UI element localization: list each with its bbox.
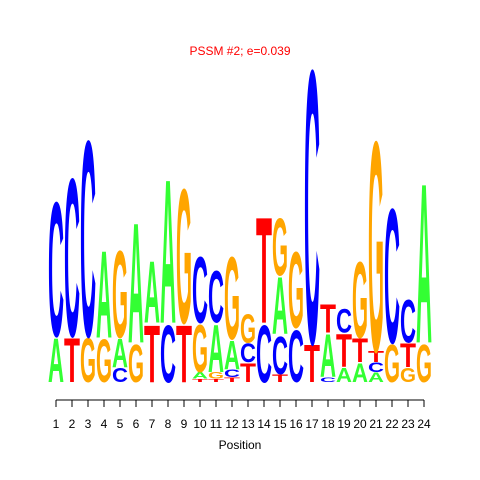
logo-letter: T <box>304 333 320 394</box>
logo-letter: A <box>368 370 384 385</box>
logo-letter: C <box>160 308 176 400</box>
x-tick-label: 12 <box>225 417 239 431</box>
logo-letter: G <box>272 201 288 293</box>
x-tick-label: 9 <box>181 417 188 431</box>
logo-letter: T <box>224 376 240 384</box>
x-tick-label: 21 <box>369 417 383 431</box>
logo-letter: G <box>416 333 432 394</box>
logo-letter: A <box>320 322 336 391</box>
logo-letter: A <box>336 365 352 387</box>
x-tick-label: 1 <box>53 417 60 431</box>
logo-letter: C <box>112 365 128 387</box>
logo-letter: G <box>112 224 128 364</box>
logo-letter: A <box>272 260 288 352</box>
logo-letter: C <box>384 168 400 383</box>
x-tick-label: 15 <box>273 417 287 431</box>
logo-letter: A <box>96 224 112 364</box>
x-axis-label: Position <box>219 438 262 452</box>
logo-letter: G <box>240 306 256 352</box>
logo-letter: A <box>352 358 368 389</box>
x-tick-label: 6 <box>133 417 140 431</box>
logo-letter: T <box>176 308 192 400</box>
logo-letter: A <box>208 311 224 387</box>
x-tick-label: 5 <box>117 417 124 431</box>
logo-letter: T <box>192 378 208 383</box>
logo-letter: A <box>48 325 64 395</box>
x-tick-label: 20 <box>353 417 367 431</box>
logo-letter: G <box>192 311 208 387</box>
logo-letter: C <box>320 376 336 384</box>
x-tick-label: 10 <box>193 417 207 431</box>
logo-letter: A <box>160 137 176 366</box>
logo-letter: G <box>96 327 112 396</box>
x-tick-label: 2 <box>69 417 76 431</box>
logo-letter: C <box>224 367 240 380</box>
logo-letter: A <box>128 186 144 378</box>
logo-letter: T <box>320 296 336 342</box>
x-tick-label: 17 <box>305 417 319 431</box>
logo-letter: C <box>256 308 272 400</box>
x-tick-label: 4 <box>101 417 108 431</box>
x-tick-label: 14 <box>257 417 271 431</box>
logo-letter: T <box>400 337 416 375</box>
logo-letter: G <box>80 325 96 395</box>
logo-letter: G <box>176 148 192 363</box>
x-tick-label: 13 <box>241 417 255 431</box>
logo-letter: C <box>272 325 288 386</box>
logo-letter: C <box>336 302 352 340</box>
x-tick-label: 22 <box>385 417 399 431</box>
logo-letter: C <box>240 338 256 369</box>
logo-letter: T <box>336 324 352 377</box>
x-tick-label: 16 <box>289 417 303 431</box>
logo-letter: T <box>208 378 224 383</box>
logo-letter: C <box>288 315 304 398</box>
logo-letter: G <box>208 371 224 381</box>
logo-letter: T <box>272 372 288 385</box>
logo-letter: C <box>304 0 320 426</box>
logo-letter: A <box>224 332 240 378</box>
x-tick-label: 11 <box>210 417 223 431</box>
logo-letter: A <box>416 137 432 392</box>
logo-letter: C <box>192 237 208 344</box>
chart-title: PSSM #2; e=0.039 <box>189 44 290 58</box>
logo-letter: A <box>112 330 128 376</box>
logo-letter: C <box>80 83 96 396</box>
logo-letter: G <box>352 239 368 361</box>
logo-letter: C <box>64 132 80 384</box>
logo-letter: C <box>368 360 384 375</box>
logo-letter: A <box>192 371 208 381</box>
x-tick-label: 24 <box>417 417 431 431</box>
logo-letter: G <box>288 229 304 351</box>
logo-letter: G <box>384 333 400 394</box>
x-tick-label: 7 <box>149 417 156 431</box>
logo-letter: A <box>144 243 160 342</box>
logo-letter: C <box>208 256 224 339</box>
logo-letter: T <box>256 185 272 355</box>
logo-letter: G <box>128 333 144 394</box>
x-tick-label: 8 <box>165 417 172 431</box>
logo-letter: T <box>240 358 256 389</box>
x-tick-label: 3 <box>85 417 92 431</box>
logo-letter: T <box>64 325 80 395</box>
x-tick-label: 23 <box>401 417 415 431</box>
logo-letter: G <box>400 365 416 387</box>
logo-letter: G <box>368 80 384 416</box>
logo-letter: C <box>48 161 64 376</box>
x-tick-label: 19 <box>337 417 351 431</box>
logo-letter: T <box>368 348 384 366</box>
logo-letter: T <box>352 332 368 370</box>
logo-letter: G <box>224 233 240 364</box>
logo-letter: T <box>144 308 160 400</box>
x-tick-label: 18 <box>321 417 335 431</box>
logo-letter: C <box>400 287 416 356</box>
